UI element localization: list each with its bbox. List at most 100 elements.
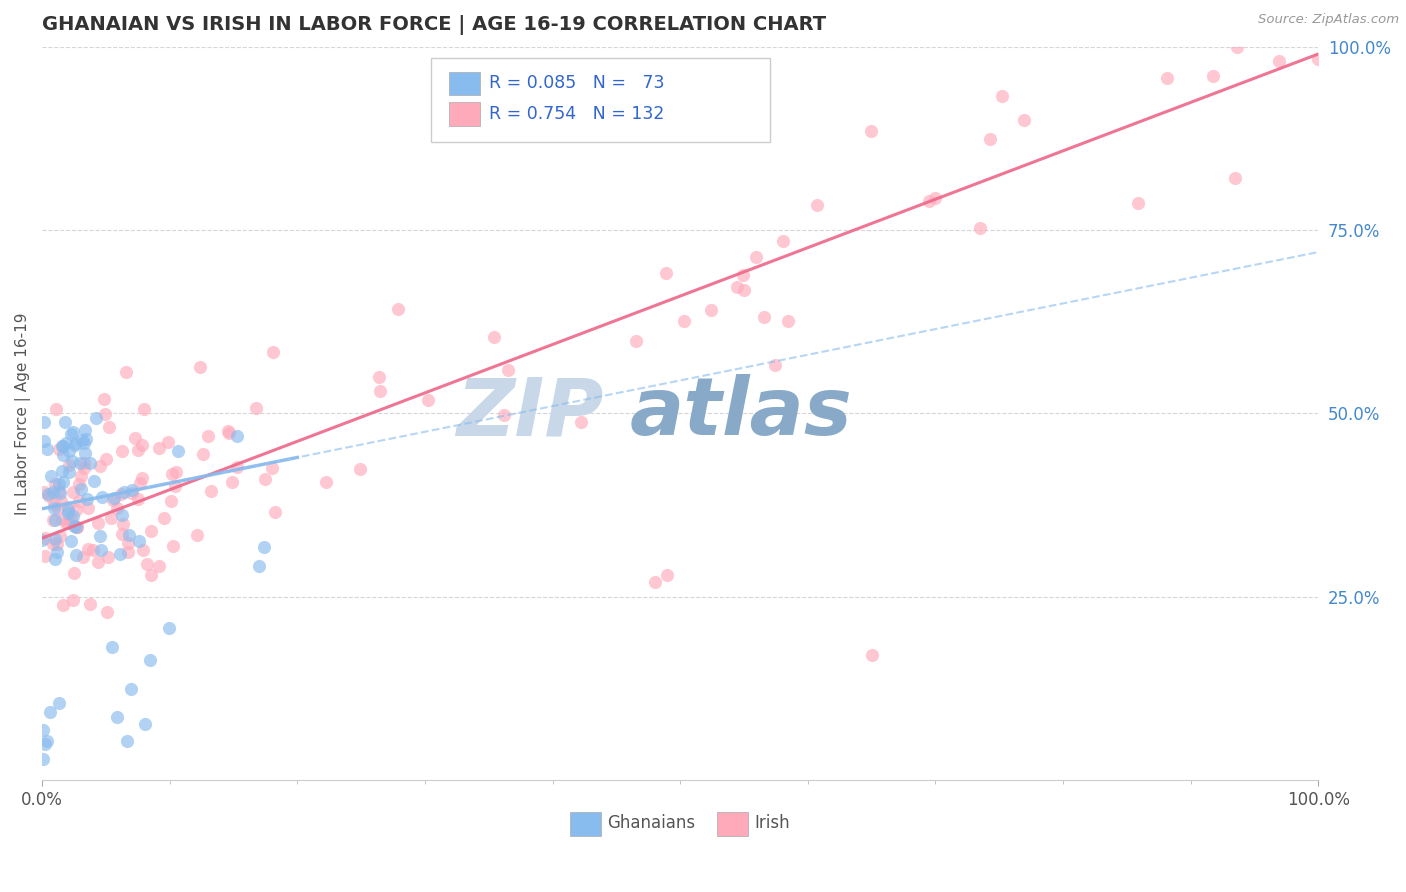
Point [73, 446, 96, 460]
Point [48, 476, 70, 491]
Point [66, 520, 89, 534]
Point [105, 500, 128, 515]
Point [918, 194, 941, 208]
Point [111, 526, 134, 541]
Point [65, 503, 87, 517]
Point [58, 465, 80, 479]
Point [72, 550, 94, 565]
Point [82, 542, 104, 557]
Point [569, 415, 592, 429]
Point [35, 734, 58, 748]
Point [117, 536, 139, 550]
Text: ZIP: ZIP [457, 375, 603, 452]
Point [101, 492, 124, 507]
Point [49, 529, 72, 543]
Point [73, 436, 96, 450]
Point [110, 547, 132, 561]
Point [655, 266, 678, 280]
Point [53, 416, 76, 430]
Point [129, 475, 152, 490]
Point [103, 491, 125, 506]
Point [65, 435, 87, 450]
Point [32, 415, 55, 429]
Point [139, 653, 162, 667]
Point [48, 696, 70, 710]
Point [226, 429, 249, 443]
Point [63, 566, 86, 580]
Point [44, 512, 66, 526]
Point [772, 234, 794, 248]
Point [1225, 39, 1247, 54]
Point [1126, 196, 1149, 211]
FancyBboxPatch shape [717, 813, 748, 836]
Point [860, 648, 883, 663]
Point [76, 492, 98, 507]
Point [186, 527, 208, 541]
Point [56, 502, 79, 516]
Point [37, 489, 59, 503]
Point [731, 268, 754, 282]
FancyBboxPatch shape [571, 813, 602, 836]
Point [262, 344, 284, 359]
Point [49, 485, 72, 500]
Point [42, 497, 65, 511]
Point [96, 451, 118, 466]
Point [217, 424, 239, 438]
Point [84, 411, 107, 425]
Point [114, 365, 136, 379]
Point [46, 501, 69, 516]
Point [49, 493, 72, 508]
Point [253, 472, 276, 486]
Point [107, 710, 129, 724]
Point [110, 487, 132, 501]
Point [1223, 170, 1246, 185]
Point [733, 284, 755, 298]
Point [197, 428, 219, 442]
Text: Ghanaians: Ghanaians [607, 814, 696, 832]
Point [55, 516, 77, 531]
FancyBboxPatch shape [449, 103, 479, 126]
Point [260, 460, 283, 475]
Point [776, 314, 799, 328]
Point [991, 89, 1014, 103]
Point [44, 532, 66, 546]
Point [160, 494, 183, 508]
Text: Source: ZipAtlas.com: Source: ZipAtlas.com [1258, 13, 1399, 27]
Point [34, 549, 56, 563]
Point [31, 533, 53, 547]
Point [131, 438, 153, 452]
Point [90, 543, 112, 558]
Point [245, 401, 267, 416]
Point [111, 443, 134, 458]
Point [89, 529, 111, 543]
Point [69, 482, 91, 496]
Point [89, 458, 111, 473]
Point [979, 131, 1001, 145]
Point [699, 302, 721, 317]
Point [34, 531, 56, 545]
Point [247, 558, 270, 573]
Point [117, 545, 139, 559]
Point [73, 461, 96, 475]
Point [59, 427, 82, 442]
Point [859, 124, 882, 138]
Point [1012, 113, 1035, 128]
Text: GHANAIAN VS IRISH IN LABOR FORCE | AGE 16-19 CORRELATION CHART: GHANAIAN VS IRISH IN LABOR FORCE | AGE 1… [42, 15, 827, 35]
Point [87, 555, 110, 569]
Point [79, 457, 101, 471]
Point [165, 478, 187, 492]
Point [117, 528, 139, 542]
Point [124, 431, 146, 445]
Point [496, 363, 519, 377]
Point [63, 438, 86, 452]
Point [188, 360, 211, 375]
Point [56, 516, 79, 531]
Point [44, 552, 66, 566]
Text: atlas: atlas [628, 375, 852, 452]
Point [492, 408, 515, 422]
Point [672, 314, 695, 328]
Point [66, 520, 89, 534]
Point [98, 420, 121, 434]
Text: R = 0.754   N = 132: R = 0.754 N = 132 [489, 105, 664, 123]
Point [1201, 69, 1223, 83]
